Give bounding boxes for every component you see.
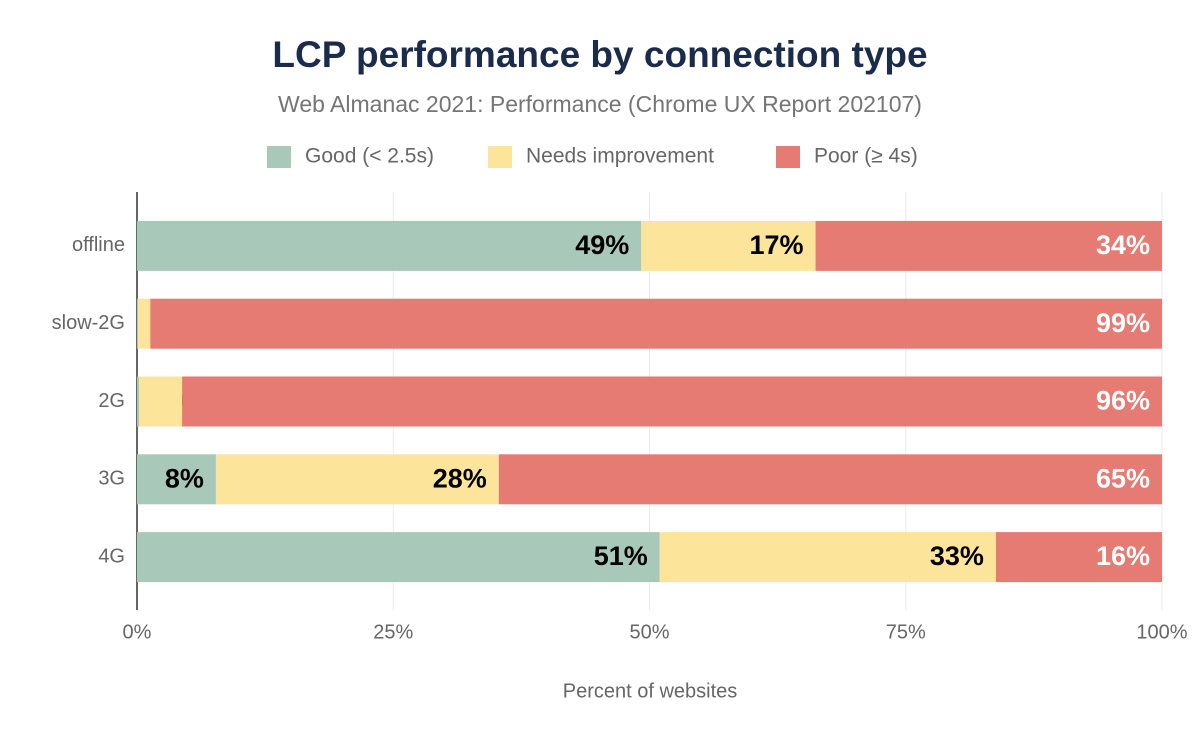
legend-swatch <box>776 146 800 168</box>
legend-label: Needs improvement <box>526 145 714 168</box>
x-tick-label: 75% <box>886 621 926 643</box>
data-label: 96% <box>1096 386 1150 416</box>
y-tick-label: 4G <box>98 545 125 567</box>
data-label: 99% <box>1096 308 1150 338</box>
data-label: 28% <box>433 463 487 493</box>
data-label: 51% <box>594 541 648 571</box>
y-tick-label: 3G <box>98 468 125 490</box>
y-tick-label: slow-2G <box>52 312 125 334</box>
bar-segment <box>815 220 1162 271</box>
data-label: 34% <box>1096 230 1150 260</box>
data-label: 49% <box>575 230 629 260</box>
bar-segment <box>150 298 1162 349</box>
bar-segment <box>215 454 499 505</box>
bar-segment <box>137 454 216 505</box>
x-tick-label: 0% <box>123 621 152 643</box>
bar-segment <box>659 532 996 583</box>
x-axis-label: Percent of websites <box>563 680 738 702</box>
bar-segment <box>137 220 642 271</box>
y-tick-label: 2G <box>98 390 125 412</box>
data-label: 17% <box>750 230 804 260</box>
chart-title: LCP performance by connection type <box>272 34 927 75</box>
bar-segment <box>182 376 1163 427</box>
data-label: 8% <box>165 463 204 493</box>
bar-segment <box>138 298 151 349</box>
bar-segment <box>137 298 139 349</box>
bar-segment <box>137 376 140 427</box>
bar-segment <box>137 532 660 583</box>
chart-subtitle: Web Almanac 2021: Performance (Chrome UX… <box>278 91 922 117</box>
data-label: 33% <box>930 541 984 571</box>
bar-segment <box>995 532 1162 583</box>
bar-segment <box>641 220 816 271</box>
y-tick-label: offline <box>72 234 125 256</box>
legend-label: Good (< 2.5s) <box>305 145 434 168</box>
legend-swatch <box>267 146 291 168</box>
bar-segment <box>498 454 1162 505</box>
x-tick-label: 25% <box>373 621 413 643</box>
x-tick-label: 100% <box>1136 621 1187 643</box>
legend-label: Poor (≥ 4s) <box>814 145 918 168</box>
legend-swatch <box>488 146 512 168</box>
x-tick-label: 50% <box>629 621 669 643</box>
data-label: 16% <box>1096 541 1150 571</box>
data-label: 65% <box>1096 463 1150 493</box>
bar-segment <box>139 376 183 427</box>
